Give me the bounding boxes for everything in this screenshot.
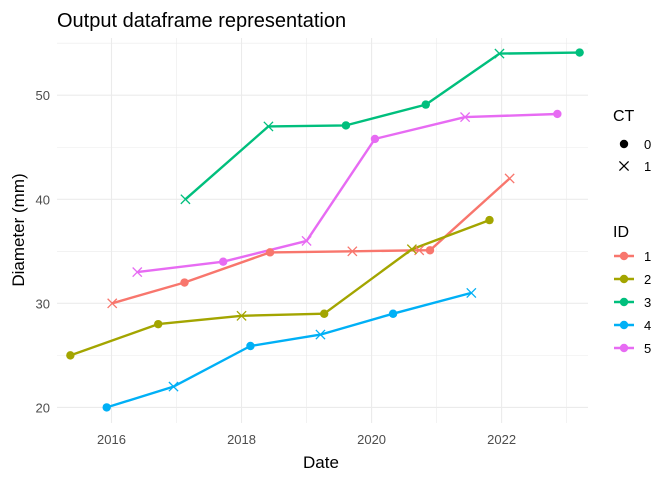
color-legend-label: 4 [644,318,651,333]
shape-legend-key-0 [619,139,629,149]
data-point-5 [553,109,562,119]
data-point-3 [263,121,274,132]
data-point-4 [102,403,111,412]
color-legend-key-2 [619,274,629,284]
y-axis-label: Diameter (mm) [9,173,28,286]
color-legend-key-3 [619,297,629,307]
y-tick-labels: 20 30 40 50 [36,88,50,415]
data-point-1 [180,278,189,287]
color-legend-label: 3 [644,295,651,310]
data-point-1 [504,173,515,184]
data-point-1 [107,298,118,309]
y-tick-label: 40 [36,192,50,207]
data-point-4 [388,309,398,318]
data-point-2 [154,319,163,329]
shape-legend-label: 0 [644,137,651,152]
data-point-1 [425,246,435,255]
data-point-5 [460,112,471,123]
series-line-5 [137,112,558,274]
data-point-1 [347,246,358,257]
shape-legend: CT 0 1 [613,108,651,174]
color-legend-label: 1 [644,249,651,264]
color-legend-key-1 [619,251,629,261]
data-point-2 [66,351,75,360]
data-point-1 [265,248,275,257]
series-line-2 [69,218,490,357]
color-legend-label: 2 [644,272,651,287]
data-point-4 [246,341,255,351]
data-point-2 [236,310,247,321]
color-legend-title: ID [613,224,629,241]
shape-legend-key-1 [618,160,630,172]
chart-title: Output dataframe representation [57,10,346,32]
data-point-5 [132,267,143,278]
x-tick-labels: 2016 2018 2020 2022 [97,432,516,447]
x-tick-label: 2020 [357,432,386,447]
color-legend-key-4 [619,320,629,330]
series-points [66,48,584,412]
series-lines [69,51,580,409]
data-point-3 [180,194,191,205]
data-point-3 [494,48,505,59]
x-tick-label: 2016 [97,432,126,447]
data-point-2 [485,215,494,225]
data-point-2 [406,244,417,255]
data-point-4 [466,287,477,298]
data-point-5 [218,257,228,266]
series-line-4 [106,291,472,409]
y-tick-label: 20 [36,400,50,415]
data-point-2 [319,309,329,318]
y-tick-label: 50 [36,88,50,103]
data-point-3 [341,121,351,130]
data-point-5 [301,235,312,246]
data-point-4 [168,381,179,392]
x-tick-label: 2018 [227,432,256,447]
shape-legend-label: 1 [644,159,651,174]
gridlines [57,38,588,423]
color-legend-key-5 [619,343,629,353]
color-legend: ID 1 2 3 4 5 [613,224,651,356]
x-tick-label: 2022 [487,432,516,447]
data-point-3 [421,100,430,109]
series-line-1 [111,177,511,305]
data-point-4 [315,329,326,340]
color-legend-label: 5 [644,341,651,356]
data-point-5 [370,134,380,144]
shape-legend-title: CT [613,108,635,125]
data-point-3 [575,48,584,57]
series-line-3 [184,51,580,201]
x-axis-label: Date [303,453,339,472]
y-tick-label: 30 [36,296,50,311]
